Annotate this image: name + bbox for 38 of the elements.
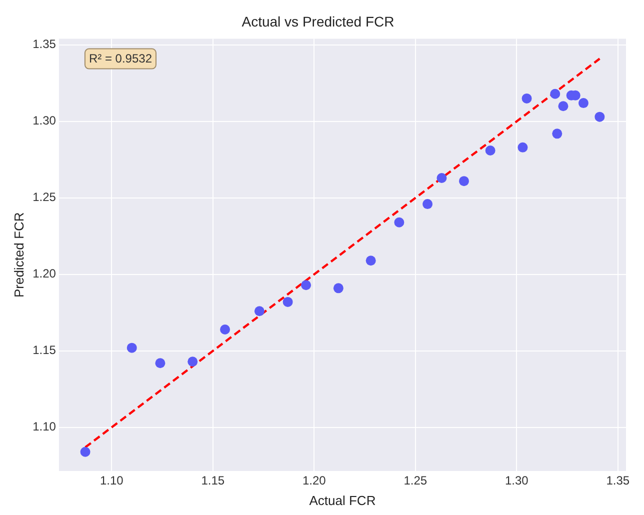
chart-title: Actual vs Predicted FCR xyxy=(242,13,394,30)
point xyxy=(282,296,293,307)
x-tick-label: 1.15 xyxy=(201,474,225,488)
annotation: R² = 0.9532 xyxy=(88,52,152,66)
point xyxy=(458,176,469,186)
x-tick-label: 1.10 xyxy=(100,474,124,488)
y-axis-title: Predicted FCR xyxy=(11,212,26,298)
point xyxy=(155,358,166,368)
point xyxy=(552,128,562,139)
point xyxy=(188,356,198,367)
point xyxy=(485,145,496,156)
point xyxy=(578,98,588,108)
point xyxy=(422,199,433,210)
x-axis-title: Actual FCR xyxy=(309,492,376,508)
x-tick-label: 1.35 xyxy=(606,474,630,488)
point xyxy=(522,93,532,104)
point xyxy=(80,446,90,457)
point xyxy=(558,101,568,112)
point xyxy=(594,112,605,122)
point xyxy=(301,280,312,290)
y-tick-label: 1.35 xyxy=(32,37,56,52)
point xyxy=(254,306,264,316)
point xyxy=(333,283,344,294)
y-tick-label: 1.20 xyxy=(32,266,56,281)
x-tick-label: 1.25 xyxy=(404,474,428,488)
y-tick-label: 1.25 xyxy=(32,190,56,204)
point xyxy=(366,256,376,266)
point xyxy=(518,142,528,152)
x-tick-label: 1.20 xyxy=(302,474,326,488)
x-tick-label: 1.30 xyxy=(504,474,529,488)
point xyxy=(550,88,560,99)
point xyxy=(394,217,404,228)
point xyxy=(436,173,447,184)
y-tick-label: 1.15 xyxy=(32,343,56,358)
point xyxy=(126,342,137,353)
y-tick-label: 1.30 xyxy=(32,114,56,128)
y-tick-label: 1.10 xyxy=(32,420,56,434)
point xyxy=(220,324,230,334)
